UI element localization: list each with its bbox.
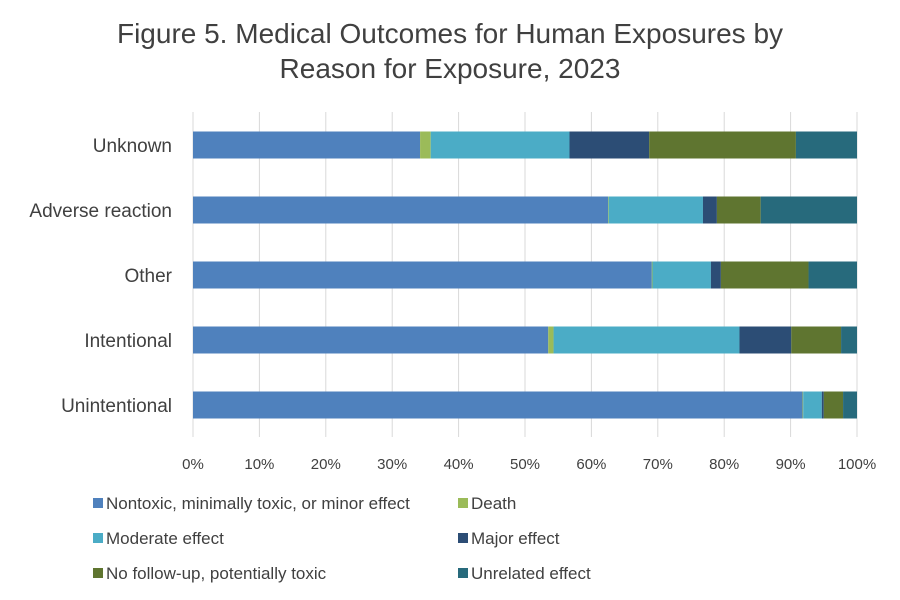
tick-label: 10%	[244, 456, 274, 473]
bar-segment	[720, 261, 809, 289]
legend-swatch	[458, 533, 468, 543]
bar-segment	[430, 131, 570, 159]
category-label: Other	[124, 266, 172, 287]
tick-label: 50%	[510, 456, 540, 473]
tick-label: 20%	[311, 456, 341, 473]
bar-segment	[710, 261, 721, 289]
category-label: Adverse reaction	[29, 201, 172, 222]
bar-segment	[569, 131, 650, 159]
legend-swatch	[458, 498, 468, 508]
value-axis: 0% 10% 20% 30% 40% 50% 60% 70% 80% 90% 100%	[182, 456, 876, 473]
bar-segment	[420, 131, 431, 159]
chart-title: Figure 5. Medical Outcomes for Human Exp…	[0, 16, 900, 86]
tick-label: 90%	[776, 456, 806, 473]
bar-segment	[193, 391, 803, 419]
bar-segment	[760, 196, 857, 224]
tick-label: 40%	[444, 456, 474, 473]
tick-label: 100%	[838, 456, 876, 473]
bar-segment	[802, 391, 804, 419]
bar-segment	[823, 391, 844, 419]
tick-label: 0%	[182, 456, 204, 473]
tick-label: 60%	[576, 456, 606, 473]
tick-label: 70%	[643, 456, 673, 473]
bar-segment	[193, 261, 652, 289]
bar-segment	[791, 326, 842, 354]
bar-segment	[548, 326, 554, 354]
legend-swatch	[93, 533, 103, 543]
bar-segment	[843, 391, 857, 419]
tick-label: 80%	[709, 456, 739, 473]
bar-segment	[739, 326, 792, 354]
bar-segment	[716, 196, 761, 224]
category-axis: Unknown Adverse reaction Other Intentional U…	[29, 136, 172, 417]
bar-segment	[608, 196, 609, 224]
legend-swatch	[458, 568, 468, 578]
legend-label: Major effect	[471, 529, 560, 548]
bar-segment	[649, 131, 796, 159]
tick-label: 30%	[377, 456, 407, 473]
bar-segment	[193, 196, 608, 224]
bar-segment	[841, 326, 857, 354]
bar-segment	[821, 391, 824, 419]
bar-segment	[193, 131, 421, 159]
bar-segment	[651, 261, 653, 289]
bar-segment	[803, 391, 822, 419]
bar-segment	[608, 196, 703, 224]
legend-swatch	[93, 568, 103, 578]
legend-swatch	[93, 498, 103, 508]
legend: Nontoxic, minimally toxic, or minor effe…	[93, 494, 591, 583]
category-label: Unknown	[93, 136, 172, 157]
bar-segment	[652, 261, 711, 289]
bar-segment	[702, 196, 717, 224]
legend-label: Nontoxic, minimally toxic, or minor effe…	[106, 494, 410, 513]
legend-label: Death	[471, 494, 516, 513]
legend-label: Unrelated effect	[471, 564, 591, 583]
category-label: Intentional	[84, 331, 172, 352]
bar-segment	[808, 261, 857, 289]
category-label: Unintentional	[61, 396, 172, 417]
chart-title-line-2: Reason for Exposure, 2023	[279, 53, 621, 84]
bar-segment	[193, 326, 549, 354]
bar-series	[193, 131, 857, 419]
bar-segment	[795, 131, 857, 159]
legend-label: Moderate effect	[106, 529, 224, 548]
chart-title-line-1: Figure 5. Medical Outcomes for Human Exp…	[116, 18, 784, 49]
bar-segment	[553, 326, 740, 354]
legend-label: No follow-up, potentially toxic	[106, 564, 327, 583]
